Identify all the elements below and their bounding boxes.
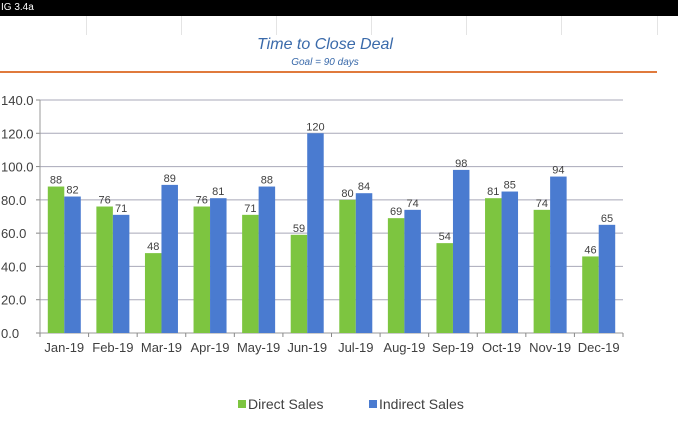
y-tick-label: 60.0 [1,226,26,241]
data-label: 85 [504,180,516,192]
data-label: 76 [99,195,111,207]
bar-direct-sales [242,214,259,333]
data-label: 89 [164,173,176,185]
data-label: 74 [536,198,548,210]
data-label: 71 [244,203,256,215]
x-tick-label: Apr-19 [191,340,230,355]
chart-title: Time to Close Deal [257,36,393,53]
x-tick-label: Aug-19 [383,340,425,355]
data-label: 81 [487,186,499,198]
column-divider [276,16,277,35]
x-tick-label: Jan-19 [44,340,84,355]
bar-direct-sales [339,199,356,333]
legend-swatch-indirect-sales [369,400,377,408]
y-tick-label: 0.0 [1,326,19,341]
bar-direct-sales [96,206,113,333]
top-bar: IG 3.4a [0,0,678,16]
x-tick-label: May-19 [237,340,280,355]
bar-indirect-sales [598,224,616,333]
x-tick-label: Feb-19 [92,340,133,355]
column-divider [181,16,182,35]
data-label: 84 [358,181,370,193]
title-divider [0,71,657,73]
legend-item-direct-sales: Direct Sales [238,396,323,412]
data-label: 74 [407,198,419,210]
data-label: 88 [261,175,273,187]
x-tick-label: Jul-19 [338,340,373,355]
column-divider [466,16,467,35]
column-divider [371,16,372,35]
data-label: 65 [601,213,613,225]
bar-direct-sales [290,234,308,333]
bar-indirect-sales [64,196,81,333]
bar-indirect-sales [404,209,421,333]
x-tick-label: Nov-19 [529,340,571,355]
bar-indirect-sales [161,184,178,333]
figure-label: IG 3.4a [1,2,34,13]
legend-label-direct-sales: Direct Sales [248,396,324,412]
bar-indirect-sales [355,193,373,333]
chart-subtitle: Goal = 90 days [291,57,359,68]
data-label: 76 [196,195,208,207]
data-label: 94 [552,165,564,177]
data-label: 120 [306,121,324,133]
bar-indirect-sales [112,214,130,333]
x-tick-label: Dec-19 [578,340,620,355]
y-tick-label: 140.0 [1,93,34,108]
bar-direct-sales [144,253,162,333]
data-label: 82 [66,185,78,197]
x-tick-label: Oct-19 [482,340,521,355]
y-tick-label: 100.0 [1,160,34,175]
bar-direct-sales [485,198,502,333]
data-label: 81 [212,186,224,198]
data-label: 69 [390,206,402,218]
bar-direct-sales [193,206,211,333]
bar-indirect-sales [501,191,519,333]
x-tick-label: Sep-19 [432,340,474,355]
legend-swatch-direct-sales [238,400,246,408]
data-label: 48 [147,241,159,253]
bar-indirect-sales [550,176,567,333]
bar-indirect-sales [307,133,324,333]
column-divider [657,16,658,35]
legend-label-indirect-sales: Indirect Sales [379,396,464,412]
data-label: 98 [455,158,467,170]
bar-direct-sales [47,186,65,333]
y-tick-label: 80.0 [1,193,26,208]
bar-direct-sales [387,218,405,333]
data-label: 59 [293,223,305,235]
bar-direct-sales [582,256,599,333]
legend-item-indirect-sales: Indirect Sales [369,396,464,412]
x-tick-label: Mar-19 [141,340,182,355]
bar-indirect-sales [258,186,276,333]
data-label: 88 [50,175,62,187]
column-divider [86,16,87,35]
bar-indirect-sales [210,198,227,333]
data-label: 46 [584,244,596,256]
bar-direct-sales [436,243,453,333]
data-label: 80 [341,188,353,200]
bar-indirect-sales [452,169,470,333]
bar-direct-sales [533,209,551,333]
y-tick-label: 120.0 [1,126,34,141]
x-tick-label: Jun-19 [287,340,327,355]
data-label: 54 [439,231,451,243]
data-label: 71 [115,203,127,215]
y-tick-label: 20.0 [1,293,26,308]
y-tick-label: 40.0 [1,259,26,274]
column-divider [561,16,562,35]
chart-legend: Direct Sales Indirect Sales [0,396,678,414]
